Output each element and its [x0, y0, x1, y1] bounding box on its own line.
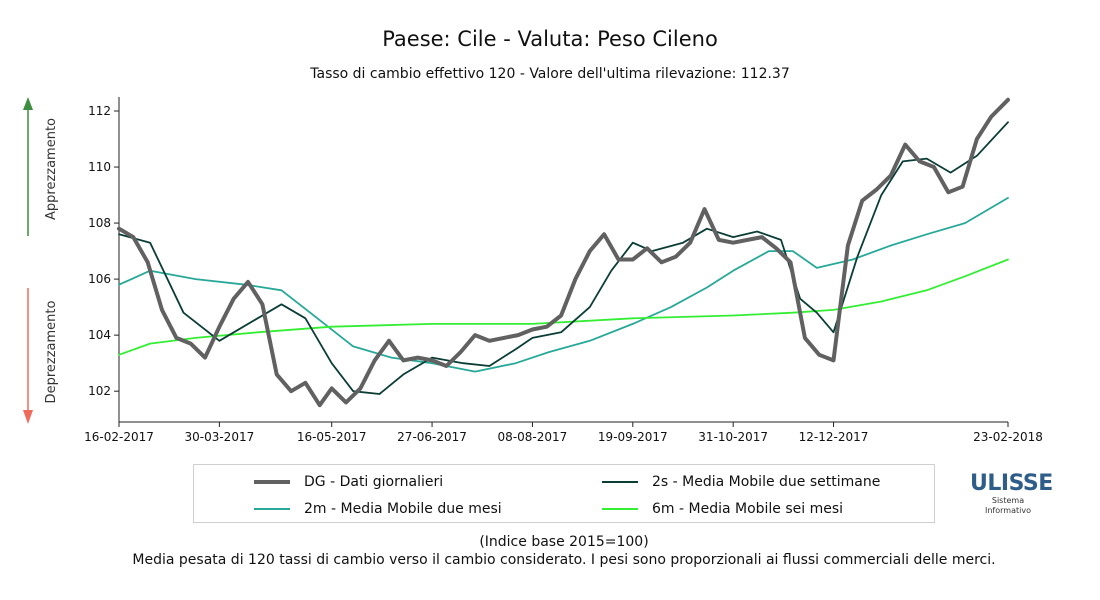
- depreciation-label: Deprezzamento: [44, 301, 59, 404]
- y-tick-label: 112: [88, 104, 111, 118]
- axes: 102 104 106 108 110 112 16-02-2017 30-03-2017 16…: [84, 97, 1043, 444]
- legend-label-two-months: 2m - Media Mobile due mesi: [304, 501, 502, 517]
- series-two-months: [118, 196, 1009, 373]
- y-tick-label: 104: [88, 328, 111, 342]
- series-layer: [117, 97, 1010, 408]
- legend-swatch-daily: [254, 480, 290, 484]
- legend-item-six-months: 6m - Media Mobile sei mesi: [602, 501, 843, 517]
- x-tick-label: 08-08-2017: [498, 430, 568, 444]
- y-tick-label: 110: [88, 160, 111, 174]
- x-tick-label: 16-02-2017: [84, 430, 154, 444]
- ulisse-logo: ULISSE Sistema Informativo: [970, 471, 1053, 516]
- appreciation-label: Apprezzamento: [44, 118, 59, 220]
- legend-swatch-two-weeks: [602, 481, 638, 483]
- x-tick-label: 27-06-2017: [397, 430, 467, 444]
- x-tick-label: 23-02-2018: [973, 430, 1043, 444]
- x-tick-label: 16-05-2017: [297, 430, 367, 444]
- legend-item-daily: DG - Dati giornalieri: [254, 474, 443, 490]
- series-daily: [117, 97, 1010, 408]
- y-tick-label: 108: [88, 216, 111, 230]
- legend-label-daily: DG - Dati giornalieri: [304, 474, 444, 490]
- logo-line-1: Sistema: [991, 496, 1025, 505]
- chart-subtitle: Tasso di cambio effettivo 120 - Valore d…: [310, 66, 790, 82]
- legend-label-two-weeks: 2s - Media Mobile due settimane: [652, 474, 881, 490]
- legend: DG - Dati giornalieri 2s - Media Mobile …: [193, 464, 935, 523]
- x-tick-label: 12-12-2017: [799, 430, 869, 444]
- logo-line-2: Informativo: [985, 506, 1031, 515]
- methodology-note: Media pesata di 120 tassi di cambio vers…: [132, 552, 996, 568]
- x-tick-label: 19-09-2017: [598, 430, 668, 444]
- y-tick-label: 102: [88, 384, 111, 398]
- depreciation-arrow-icon: [23, 410, 33, 424]
- legend-swatch-six-months: [602, 508, 638, 510]
- series-two-weeks: [118, 121, 1009, 395]
- side-labels: Apprezzamento Deprezzamento: [23, 97, 59, 424]
- legend-label-six-months: 6m - Media Mobile sei mesi: [652, 501, 844, 517]
- y-tick-label: 106: [88, 272, 111, 286]
- legend-item-two-weeks: 2s - Media Mobile due settimane: [602, 474, 880, 490]
- line-chart: 102 104 106 108 110 112 16-02-2017 30-03-2017 16…: [23, 97, 1043, 444]
- index-base-note: (Indice base 2015=100): [479, 534, 649, 550]
- legend-swatch-two-months: [254, 508, 290, 510]
- legend-item-two-months: 2m - Media Mobile due mesi: [254, 501, 502, 517]
- chart-title: Paese: Cile - Valuta: Peso Cileno: [382, 27, 718, 51]
- logo-wordmark: ULISSE: [970, 471, 1053, 496]
- x-tick-label: 30-03-2017: [184, 430, 254, 444]
- appreciation-arrow-icon: [23, 97, 33, 110]
- x-tick-label: 31-10-2017: [698, 430, 768, 444]
